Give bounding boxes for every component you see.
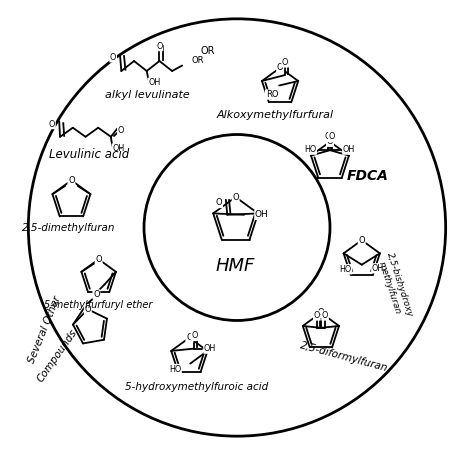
Text: OH: OH — [255, 210, 269, 219]
Text: OR: OR — [191, 56, 204, 65]
Text: Several Other: Several Other — [26, 294, 62, 365]
Text: Levulinic acid: Levulinic acid — [49, 148, 130, 161]
Text: O: O — [93, 290, 100, 299]
Text: HMF: HMF — [216, 257, 255, 275]
Text: O: O — [156, 41, 163, 51]
Text: O: O — [216, 198, 222, 207]
Text: O: O — [49, 120, 55, 129]
Text: OH: OH — [372, 264, 384, 273]
Text: O: O — [358, 236, 365, 245]
Text: alkyl levulinate: alkyl levulinate — [105, 90, 190, 100]
Text: O: O — [68, 176, 75, 185]
Text: O: O — [186, 333, 193, 342]
Text: OH: OH — [204, 344, 216, 353]
Text: 2,5-bishydroxy
methylfuran: 2,5-bishydroxy methylfuran — [375, 251, 414, 322]
Text: O: O — [232, 192, 239, 202]
Text: HO: HO — [169, 364, 181, 374]
Text: HO: HO — [304, 145, 316, 154]
Text: 2,5-dimethylfuran: 2,5-dimethylfuran — [21, 223, 115, 233]
Text: O: O — [110, 53, 116, 62]
Text: HO: HO — [339, 265, 352, 274]
Text: OH: OH — [112, 144, 125, 153]
Text: O: O — [325, 132, 331, 142]
Text: 5-hydroxymethylfuroic acid: 5-hydroxymethylfuroic acid — [125, 382, 268, 392]
Text: O: O — [84, 305, 91, 314]
Text: O: O — [314, 311, 320, 320]
Text: O: O — [327, 137, 333, 146]
Text: O: O — [118, 126, 124, 136]
Text: O: O — [191, 331, 198, 340]
Text: O: O — [282, 58, 288, 67]
Text: O: O — [318, 308, 324, 317]
Text: OH: OH — [343, 145, 355, 154]
Text: FDCA: FDCA — [346, 169, 389, 183]
Text: 2,5-diformylfuran: 2,5-diformylfuran — [299, 340, 389, 374]
Text: O: O — [322, 311, 328, 320]
Text: O: O — [328, 132, 335, 142]
Text: O: O — [95, 255, 102, 264]
Text: Compounds: Compounds — [36, 327, 79, 384]
Text: O: O — [277, 63, 283, 72]
Text: OR: OR — [201, 46, 215, 56]
Text: RO: RO — [265, 90, 278, 99]
Text: 5-methylfurfuryl ether: 5-methylfurfuryl ether — [45, 299, 153, 309]
Text: Alkoxymethylfurfural: Alkoxymethylfurfural — [217, 110, 334, 120]
Text: OH: OH — [148, 78, 160, 87]
